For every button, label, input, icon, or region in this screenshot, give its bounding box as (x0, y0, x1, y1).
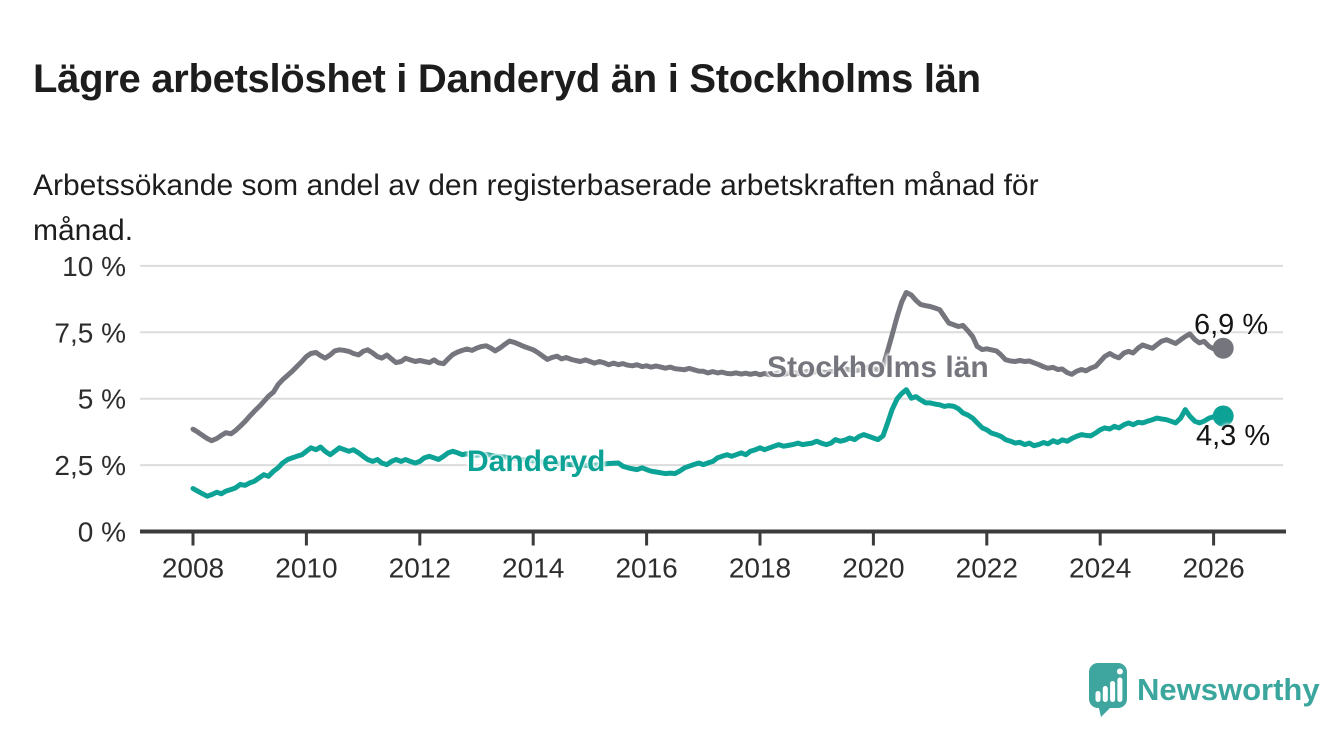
series-label-danderyd: Danderyd (467, 445, 606, 478)
series-line-stockholms-l-n (190, 290, 1226, 444)
page-title: Lägre arbetslöshet i Danderyd än i Stock… (33, 56, 981, 101)
newsworthy-logo-text: Newsworthy (1137, 672, 1320, 707)
series-label-stockholms-lan: Stockholms län (767, 351, 989, 384)
x-tick-label: 2012 (389, 553, 451, 584)
chart-subtitle: Arbetssökande som andel av den registerb… (33, 169, 1039, 247)
y-tick-label: 0 % (78, 517, 126, 548)
x-tick-label: 2018 (729, 553, 791, 584)
x-tick-label: 2016 (615, 553, 677, 584)
y-tick-label: 7,5 % (54, 317, 126, 348)
x-tick-label: 2024 (1069, 553, 1131, 584)
y-tick-label: 10 % (62, 251, 126, 282)
newsworthy-branding: Newsworthy (1088, 662, 1320, 718)
x-tick-label: 2008 (162, 553, 224, 584)
x-tick-label: 2010 (275, 553, 337, 584)
series-line-danderyd (190, 387, 1226, 499)
newsworthy-logo-icon (1089, 663, 1127, 717)
y-tick-label: 2,5 % (54, 450, 126, 481)
x-tick-label: 2022 (956, 553, 1018, 584)
y-tick-label: 5 % (78, 384, 126, 415)
x-tick-label: 2020 (842, 553, 904, 584)
series-end-dot-stockholms-l-n (1212, 337, 1234, 359)
end-value-label-danderyd: 4,3 % (1196, 420, 1271, 452)
end-value-label-stockholms-lan: 6,9 % (1194, 309, 1269, 341)
x-tick-label: 2026 (1182, 553, 1244, 584)
series-end-dot-danderyd (1212, 405, 1234, 427)
x-tick-label: 2014 (502, 553, 564, 584)
